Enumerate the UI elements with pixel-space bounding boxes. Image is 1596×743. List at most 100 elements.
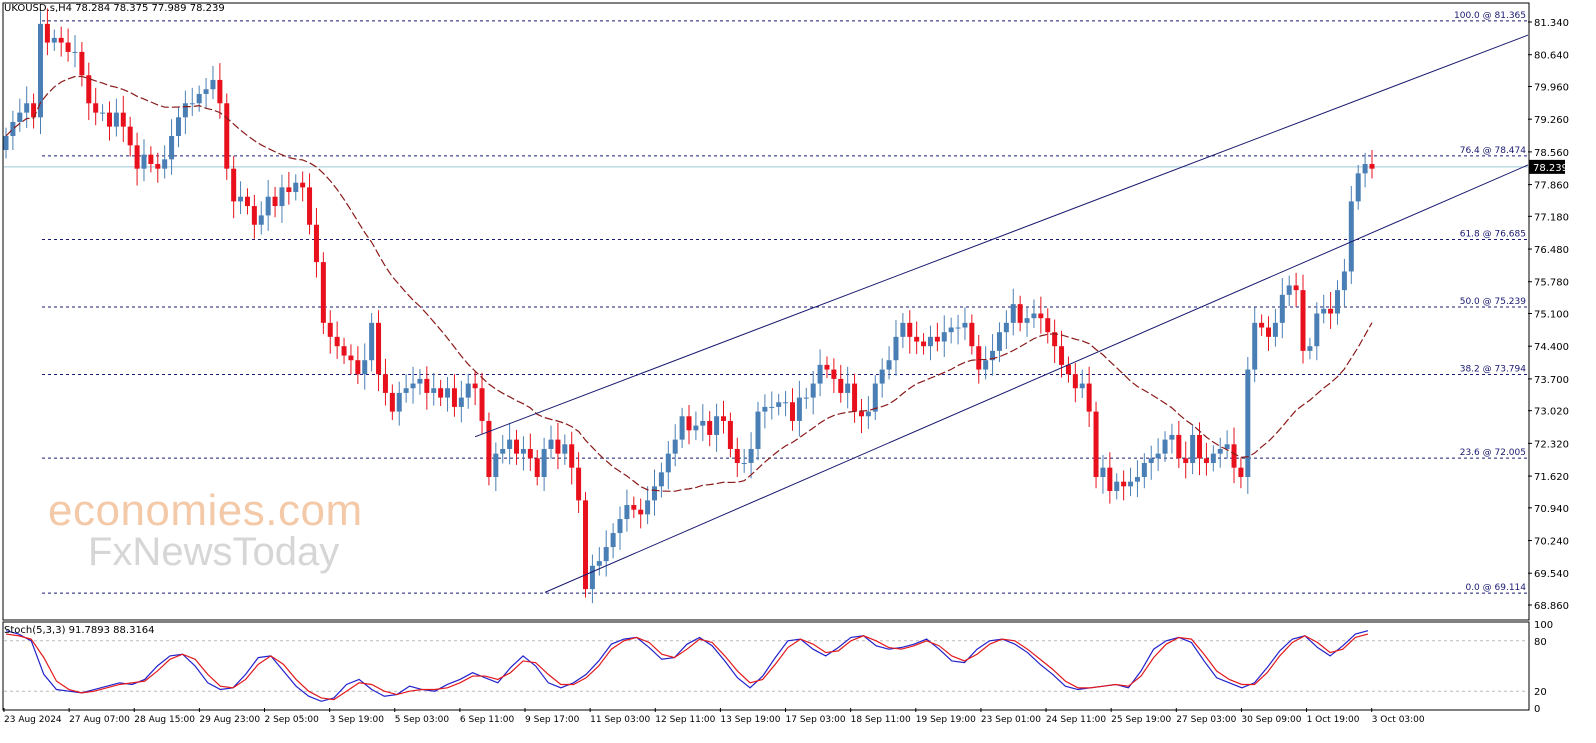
x-tick-label: 5 Sep 03:00 — [395, 715, 450, 725]
candle-body — [934, 336, 940, 342]
candle-body — [948, 327, 954, 333]
x-tick-label: 2 Sep 05:00 — [265, 715, 320, 725]
candle-body — [941, 332, 947, 342]
candle-body — [279, 187, 285, 207]
candle-body — [569, 444, 575, 468]
candle-body — [451, 388, 457, 407]
candle-body — [990, 350, 996, 361]
candle-body — [507, 439, 513, 449]
price-panel: 100.0 @ 81.365 76.4 @ 78.474 61.8 @ 76.685… — [3, 8, 1529, 604]
candle-body — [1369, 164, 1375, 169]
candle-body — [686, 416, 692, 431]
candle-body — [1238, 467, 1244, 478]
candle-body — [155, 164, 161, 169]
candle-body — [796, 397, 802, 421]
candle-body — [3, 135, 9, 150]
candle-body — [44, 23, 50, 43]
candle-body — [362, 360, 368, 375]
candle-body — [1086, 383, 1092, 412]
stoch-tick-label: 100 — [1534, 620, 1553, 631]
candle-body — [1224, 444, 1230, 449]
candle-body — [665, 453, 671, 473]
stoch-frame — [2, 621, 1530, 711]
candle-body — [1148, 458, 1154, 463]
candle-body — [410, 383, 416, 389]
candle-body — [776, 402, 782, 407]
candle-body — [244, 196, 250, 207]
x-tick-label: 11 Sep 03:00 — [590, 715, 650, 725]
x-tick-label: 17 Sep 03:00 — [786, 715, 846, 725]
y-tick-label: 80.640 — [1534, 51, 1569, 62]
candle-body — [983, 360, 989, 370]
x-tick-label: 6 Sep 11:00 — [460, 715, 515, 725]
candle-body — [113, 112, 119, 127]
candle-body — [672, 439, 678, 454]
candle-body — [1197, 434, 1203, 459]
candle-body — [300, 182, 306, 188]
y-tick-label: 70.240 — [1534, 537, 1569, 548]
candle-body — [196, 93, 202, 104]
candle-body — [714, 416, 720, 435]
candle-body — [1362, 164, 1368, 174]
candle-body — [955, 327, 961, 329]
y-tick-label: 76.480 — [1534, 245, 1569, 256]
candle-body — [169, 135, 175, 160]
candle-body — [1348, 201, 1354, 272]
candle-body — [741, 462, 747, 464]
candle-body — [1341, 271, 1347, 291]
candle-body — [37, 23, 43, 118]
candle-body — [1024, 318, 1030, 323]
fib-label: 0.0 @ 69.114 — [1465, 583, 1526, 593]
candle-body — [1245, 369, 1251, 478]
candle-body — [921, 341, 927, 347]
fib-label: 100.0 @ 81.365 — [1454, 11, 1526, 21]
candle-body — [100, 112, 106, 114]
candle-body — [376, 322, 382, 375]
candle-body — [1176, 434, 1182, 459]
candle-body — [727, 420, 733, 449]
candle-body — [1162, 439, 1168, 454]
candle-body — [748, 448, 754, 463]
candle-body — [162, 159, 168, 169]
x-tick-label: 23 Sep 01:00 — [981, 715, 1041, 725]
candle-body — [886, 360, 892, 370]
candle-body — [534, 458, 540, 478]
candle-body — [93, 103, 99, 113]
fib-label: 23.6 @ 72.005 — [1460, 448, 1526, 458]
candle-body — [224, 103, 230, 169]
candle-body — [596, 561, 602, 566]
candle-body — [182, 103, 188, 118]
fib-label: 76.4 @ 78.474 — [1460, 146, 1527, 156]
candle-body — [817, 364, 823, 384]
x-tick-label: 9 Sep 17:00 — [525, 715, 580, 725]
y-tick-label: 77.180 — [1534, 212, 1569, 223]
candle-body — [1017, 304, 1023, 323]
candle-body — [265, 196, 271, 216]
candle-body — [106, 112, 112, 127]
x-tick-label: 12 Sep 11:00 — [655, 715, 715, 725]
y-tick-label: 79.960 — [1534, 82, 1569, 93]
y-tick-label: 70.940 — [1534, 504, 1569, 515]
candle-body — [576, 467, 582, 501]
candle-body — [658, 472, 664, 487]
stoch-tick-label: 20 — [1534, 687, 1547, 698]
candle-body — [1279, 294, 1285, 323]
candle-body — [1128, 481, 1134, 487]
candle-body — [431, 388, 437, 393]
y-tick-label: 74.400 — [1534, 342, 1569, 353]
candle-body — [810, 383, 816, 398]
candle-body — [838, 378, 844, 393]
candle-body — [562, 444, 568, 454]
candle-body — [893, 336, 899, 361]
y-tick-label: 73.020 — [1534, 407, 1569, 418]
candle-body — [403, 388, 409, 393]
x-tick-label: 19 Sep 19:00 — [916, 715, 976, 725]
candle-body — [355, 360, 361, 375]
candle-body — [1259, 322, 1265, 328]
x-tick-label: 13 Sep 19:00 — [720, 715, 780, 725]
x-tick-label: 23 Aug 2024 — [4, 715, 62, 725]
candle-body — [824, 364, 830, 370]
candle-body — [1045, 318, 1051, 333]
x-tick-label: 18 Sep 11:00 — [851, 715, 911, 725]
candle-body — [527, 448, 533, 459]
